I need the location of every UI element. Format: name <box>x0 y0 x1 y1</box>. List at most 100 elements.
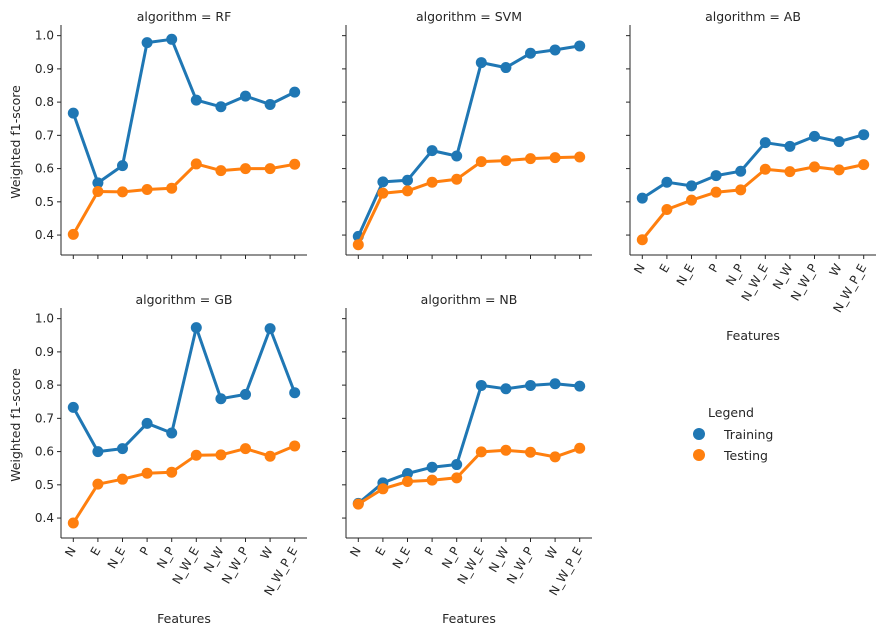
testing-point <box>141 467 153 479</box>
testing-point <box>117 473 128 485</box>
facet-panel-svm: algorithm = SVM <box>342 9 592 259</box>
training-point <box>500 62 512 74</box>
y-tick-label: 1.0 <box>35 312 54 326</box>
x-tick-label: N_E <box>105 545 128 572</box>
y-axis-label: Weighted f1-score <box>8 85 23 199</box>
training-point <box>451 459 463 471</box>
testing-point <box>549 152 561 164</box>
training-line <box>71 326 297 454</box>
testing-point <box>475 156 487 168</box>
testing-point <box>574 151 586 163</box>
testing-point <box>686 194 697 206</box>
facet-panel-nb: algorithm = NBN E N_E P N_PN_W_E N_WN_W_P WN_W… <box>342 292 592 626</box>
testing-point <box>240 443 251 455</box>
training-point <box>784 140 796 152</box>
testing-point <box>451 472 463 484</box>
y-tick-label: 0.8 <box>35 378 54 392</box>
training-point <box>92 446 104 458</box>
training-point <box>710 170 722 182</box>
testing-point <box>809 161 820 173</box>
facet-panel-ab: algorithm = ABN E N_E P N_PN_W_E N_WN_W_P WN_W… <box>626 9 876 343</box>
training-point <box>833 136 845 148</box>
y-tick-label: 0.4 <box>35 511 54 525</box>
y-tick-label: 0.6 <box>35 162 54 176</box>
testing-point <box>784 166 796 178</box>
testing-point <box>710 186 722 198</box>
testing-point <box>215 449 227 461</box>
y-tick-label: 1.0 <box>35 29 54 43</box>
training-line <box>71 37 297 185</box>
training-point <box>574 380 586 392</box>
training-point <box>92 177 104 189</box>
testing-point <box>67 517 79 529</box>
x-tick-label: N_E <box>674 262 697 289</box>
training-point <box>67 401 79 413</box>
x-tick-label: N_W <box>201 544 227 574</box>
facet-title: algorithm = NB <box>421 292 518 307</box>
testing-point <box>166 466 178 478</box>
training-point <box>117 160 128 172</box>
testing-point <box>141 184 153 196</box>
y-tick-label: 0.8 <box>35 95 54 109</box>
x-tick-label: W <box>258 544 276 561</box>
x-tick-label: P <box>422 545 438 558</box>
y-tick-label: 0.5 <box>35 478 54 492</box>
testing-point <box>166 182 178 194</box>
training-point <box>636 192 648 204</box>
x-axis-label: Features <box>157 611 211 626</box>
testing-point <box>352 239 364 251</box>
testing-point <box>451 173 463 185</box>
facet-title: algorithm = GB <box>135 292 232 307</box>
y-tick-label: 0.6 <box>35 445 54 459</box>
testing-point <box>426 474 438 486</box>
legend-title: Legend <box>708 405 754 420</box>
y-tick-label: 0.7 <box>35 128 54 142</box>
testing-point <box>92 186 104 198</box>
testing-point <box>190 449 202 461</box>
legend-label-training: Training <box>723 427 773 442</box>
training-point <box>215 101 227 113</box>
x-tick-label: P <box>706 262 722 275</box>
training-point <box>240 388 251 400</box>
training-point <box>190 94 202 106</box>
x-tick-label: E <box>88 545 104 559</box>
legend-marker-testing <box>693 449 705 461</box>
x-tick-label: N_W <box>486 544 512 574</box>
testing-point <box>858 159 870 171</box>
testing-point <box>264 450 276 462</box>
testing-line <box>71 162 297 236</box>
x-tick-label: N_W <box>770 261 796 291</box>
testing-line <box>356 446 582 506</box>
training-point <box>574 40 586 52</box>
x-axis-label: Features <box>442 611 496 626</box>
training-point <box>377 176 389 188</box>
y-tick-label: 0.7 <box>35 411 54 425</box>
testing-point <box>661 203 673 215</box>
facet-title: algorithm = AB <box>705 9 801 24</box>
training-line <box>640 133 866 200</box>
testing-point <box>636 234 648 246</box>
x-tick-label: W <box>827 261 845 278</box>
legend: Legend Training Testing <box>693 405 773 463</box>
training-point <box>264 323 276 335</box>
training-point <box>549 44 561 56</box>
testing-point <box>833 164 845 176</box>
y-axis-label: Weighted f1-score <box>8 368 23 482</box>
testing-point <box>352 498 364 510</box>
x-tick-label: E <box>657 262 673 276</box>
training-line <box>356 44 582 238</box>
x-tick-label: P <box>137 545 153 558</box>
testing-point <box>525 446 536 458</box>
training-point <box>166 33 178 45</box>
facet-panel-rf: algorithm = RF 0.4 0.5 0.6 0.7 0.8 0.9 1.0 Weigh… <box>8 9 307 259</box>
testing-point <box>426 176 438 188</box>
x-tick-label: N_E <box>390 545 413 572</box>
training-point <box>735 165 747 177</box>
training-point <box>289 86 301 98</box>
training-point <box>809 130 820 142</box>
legend-marker-training <box>693 428 705 440</box>
testing-point <box>215 165 227 177</box>
training-point <box>402 174 413 186</box>
y-tick-label: 0.4 <box>35 228 54 242</box>
testing-line <box>640 163 866 242</box>
